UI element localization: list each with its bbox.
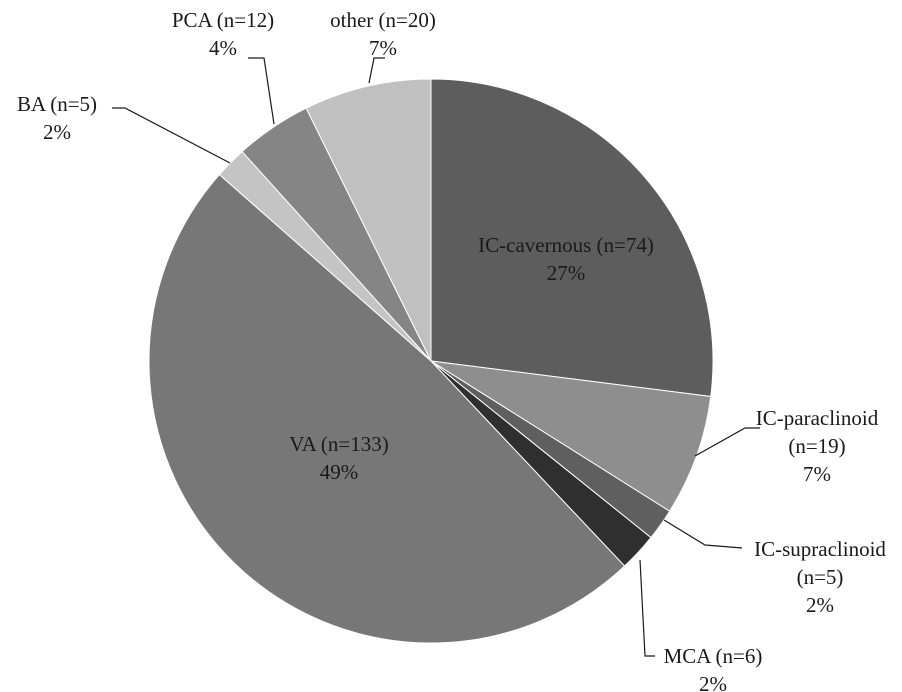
pie-slice-0 [430, 78, 714, 398]
slice-label-2-line-1: (n=5) [797, 565, 844, 589]
slice-label-5-line-1: 2% [43, 120, 71, 144]
slice-label-2-line-2: 2% [806, 593, 834, 617]
pie-slices [148, 78, 714, 644]
slice-label-4-line-0: VA (n=133) [289, 432, 389, 456]
slice-label-2-line-0: IC-supraclinoid [754, 537, 886, 561]
leader-line-6 [248, 57, 275, 125]
pie-slice-1 [430, 360, 712, 512]
pie-slice-7 [305, 78, 432, 362]
slice-label-3-line-0: MCA (n=6) [664, 644, 763, 668]
slice-label-7-line-0: other (n=20) [330, 8, 436, 32]
leader-line-7 [368, 57, 385, 84]
slice-label-1-line-2: 7% [803, 462, 831, 486]
slice-label-1-line-0: IC-paraclinoid [756, 406, 879, 430]
slice-label-0-line-1: 27% [547, 261, 586, 285]
leader-line-5 [112, 107, 231, 164]
slice-label-3-line-1: 2% [699, 672, 727, 692]
slice-label-1-line-1: (n=19) [788, 434, 845, 458]
leader-line-1 [694, 427, 760, 457]
leader-line-2 [663, 519, 743, 549]
leader-lines [112, 57, 760, 657]
slice-label-7-line-1: 7% [369, 36, 397, 60]
slice-label-6-line-1: 4% [209, 36, 237, 60]
slice-label-6-line-0: PCA (n=12) [172, 8, 274, 32]
slice-label-5-line-0: BA (n=5) [17, 92, 97, 116]
slice-label-0-line-0: IC-cavernous (n=74) [478, 233, 654, 257]
slice-labels: IC-cavernous (n=74) 27% IC-paraclinoid (n=1… [17, 8, 886, 692]
leader-line-3 [639, 559, 655, 657]
pie-slice-4 [148, 173, 626, 644]
slice-label-4-line-1: 49% [320, 460, 359, 484]
